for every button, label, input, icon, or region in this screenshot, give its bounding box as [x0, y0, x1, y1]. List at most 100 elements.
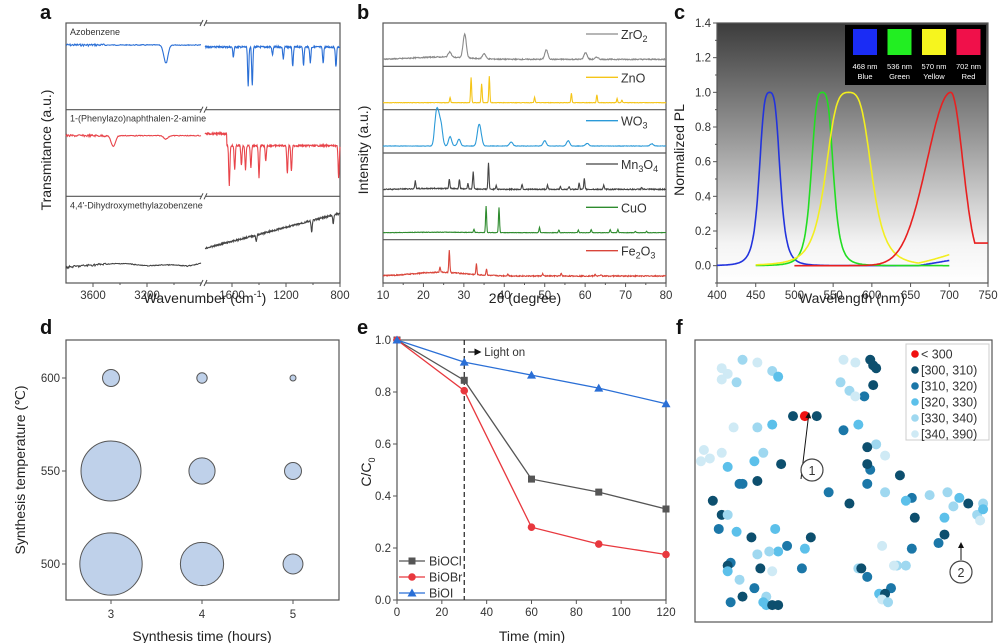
panel-a-x-tick-label: 3600	[80, 290, 106, 302]
panel-a-break-mark	[203, 193, 208, 200]
panel-f-point	[737, 478, 748, 489]
panel-a-spectrum-right-2	[204, 211, 341, 250]
panel-c-x-tick-label: 500	[785, 290, 804, 302]
panel-a-break-gap	[201, 192, 206, 201]
panel-f-point	[894, 470, 905, 481]
panel-a-spectrum-left-1	[65, 133, 202, 148]
panel-b-xrd-chart: b 10 20 30 40 50 60 70 80 ZrO2 ZnO WO3 Mn3O4 CuO Fe2O…	[355, 2, 672, 306]
panel-c-inset-swatch-yellow	[922, 29, 946, 55]
panel-f-legend-label: [320, 330)	[921, 396, 977, 410]
panel-e-marker-biocl	[595, 488, 603, 496]
panel-a-y-axis-title: Transmitance (a.u.)	[38, 90, 54, 211]
panel-b-pattern-ZnO	[383, 76, 667, 104]
panel-d-x-tick-label: 4	[199, 609, 206, 621]
panel-b-pattern-ZrO2	[382, 32, 667, 61]
panel-e-marker-biocl	[662, 505, 670, 513]
panel-b-legend-label: Fe2O3	[621, 245, 655, 261]
panel-a-spectrum-left-2	[65, 262, 202, 270]
panel-a-plot-area: 3600 3200 1600 1200 800 Azobenzene 1-(Phenylaz…	[65, 19, 350, 302]
panel-f-point	[906, 543, 917, 554]
panel-f-point	[716, 447, 727, 458]
panel-b-x-tick-label: 10	[377, 290, 390, 302]
panel-f-point	[746, 532, 757, 543]
panel-f-point	[933, 538, 944, 549]
panel-b-pattern-Fe2O3	[382, 250, 667, 278]
panel-f-point	[811, 411, 822, 422]
panel-e-degradation-chart: e 0 20 40 60 80 100 120 0.0 0.2 0.4 0.6 0.8 1.0 Light…	[357, 317, 676, 643]
panel-f-point	[838, 354, 849, 365]
panel-f-point	[865, 354, 876, 365]
panel-c-x-tick-label: 400	[707, 290, 726, 302]
panel-f-annotation-label-1: 1	[809, 464, 816, 478]
panel-b-pattern-WO3	[382, 106, 667, 147]
panel-f-point	[722, 461, 733, 472]
panel-f-point	[764, 546, 775, 557]
panel-f-point	[877, 540, 888, 551]
panel-b-x-tick-label: 30	[457, 290, 470, 302]
panel-e-marker-bioi	[661, 399, 671, 408]
panel-b-x-tick-label: 20	[417, 290, 430, 302]
panel-a-spectrum-left-0	[65, 42, 202, 64]
panel-e-frame	[396, 339, 667, 601]
panel-f-point	[823, 487, 834, 498]
panel-a-x-axis-title: Wavenumber (cm-1)	[144, 289, 267, 306]
panel-a-series-label: Azobenzene	[70, 27, 120, 37]
panel-b-x-tick-label: 60	[579, 290, 592, 302]
panel-f-point	[695, 456, 706, 467]
panel-c-plot-area: 400 450 500 550 600 650 700 750 0.0 0.2 0.4 0.6 0.8 1…	[695, 18, 998, 302]
panel-f-point	[900, 495, 911, 506]
panel-e-x-tick-label: 80	[570, 607, 583, 619]
panel-c-inset-colorname: Yellow	[923, 72, 945, 81]
panel-f-scatter-chart: f 1 2 < 300 [300, 310) [310, 320) [320, 330) […	[676, 317, 993, 623]
panel-f-point	[978, 504, 989, 515]
panel-a-break-mark	[199, 193, 204, 200]
panel-f-point	[954, 492, 965, 503]
panel-d-bubble-chart: d 3 4 5 500 550 600 Synthesis time (hours) Sy…	[12, 317, 340, 643]
panel-c-y-tick-label: 0.0	[695, 261, 711, 273]
panel-e-marker-bioi	[392, 335, 402, 344]
panel-c-inset-swatch-blue	[853, 29, 877, 55]
panel-b-legend-label: CuO	[621, 201, 647, 215]
panel-a-break-mark	[203, 19, 208, 27]
panel-d-plot-area: 3 4 5 500 550 600	[41, 339, 340, 621]
panel-c-x-tick-label: 600	[862, 290, 881, 302]
panel-f-point	[776, 459, 787, 470]
panel-f-plot-area: 1 2 < 300 [300, 310) [310, 320) [320, 330) [33…	[694, 339, 993, 623]
panel-b-x-tick-label: 40	[498, 290, 511, 302]
panel-f-point	[844, 498, 855, 509]
panel-b-x-tick-label: 80	[660, 290, 673, 302]
panel-c-inset-wavelength: 468 nm	[852, 62, 877, 71]
panel-f-point	[707, 495, 718, 506]
panel-d-y-tick-label: 550	[41, 466, 60, 478]
panel-b-legend-label: ZnO	[621, 71, 646, 85]
panel-f-legend-marker	[911, 414, 919, 422]
panel-c-inset-wavelength: 570 nm	[921, 62, 946, 71]
panel-e-marker-bioi	[459, 357, 469, 366]
panel-f-point	[752, 357, 763, 368]
panel-letter-b: b	[357, 2, 369, 24]
panel-a-ftir-chart: a 3600 3200 1600 1200 800 Azobenzene 1-(Phenyl…	[38, 2, 350, 306]
panel-f-point	[850, 357, 861, 368]
panel-f-legend-label: < 300	[921, 348, 953, 362]
panel-f-point	[713, 523, 724, 534]
panel-e-legend-marker	[408, 573, 416, 581]
panel-e-y-tick-label: 0.6	[375, 439, 391, 451]
panel-e-marker-biobr	[460, 386, 469, 395]
panel-a-spectrum-right-0	[204, 44, 341, 87]
panel-e-x-tick-label: 100	[612, 607, 631, 619]
panel-e-x-tick-label: 0	[394, 607, 400, 619]
panel-d-bubble	[179, 541, 225, 587]
panel-f-point	[924, 490, 935, 501]
panel-c-inset-colorname: Blue	[857, 72, 872, 81]
panel-f-point	[773, 546, 784, 557]
panel-e-y-tick-label: 1.0	[375, 335, 391, 347]
panel-f-point	[722, 566, 733, 577]
panel-e-x-tick-label: 40	[480, 607, 493, 619]
panel-e-y-tick-label: 0.4	[375, 491, 392, 503]
panel-f-point	[862, 442, 873, 453]
panel-a-spectrum-right-1	[204, 130, 341, 187]
panel-f-point	[737, 591, 748, 602]
panel-f-point	[728, 422, 739, 433]
panel-c-y-tick-label: 0.4	[695, 191, 712, 203]
panel-e-y-tick-label: 0.2	[375, 543, 391, 555]
